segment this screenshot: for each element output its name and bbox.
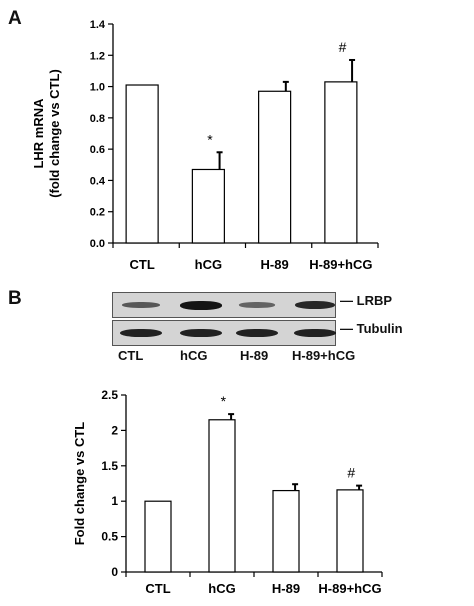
bar [144,500,172,573]
x-tick-label: H-89+hCG [318,581,381,596]
blot-label-tubulin: — Tubulin [340,321,403,336]
bar [324,81,358,244]
y-tick-label: 1.2 [90,50,105,62]
y-axis-label: (fold change vs CTL) [47,69,62,198]
y-tick-label: 1.4 [90,19,106,31]
y-axis-label: Fold change vs CTL [72,422,87,546]
bar [125,84,159,244]
blot-band [180,300,222,310]
blot-strip-lrbp [112,292,336,318]
bar [191,168,225,244]
significance-marker: # [347,465,355,481]
bar-chart-fold-change: 0 0.5 1 1.5 2 2.5 CTL * hCG H-89 # H-89+hCG Fold cha… [72,388,383,596]
blot-band [180,328,222,338]
blot-band [294,328,336,338]
y-tick-label: 0.2 [90,207,105,219]
x-tick-label: hCG [195,257,222,272]
blot-band [122,301,160,309]
y-tick-label: 2 [111,423,118,437]
blot-label-lrbp: — LRBP [340,293,393,308]
blot-lane-label: hCG [180,348,208,363]
significance-marker: * [221,393,227,409]
x-tick-label: H-89+hCG [309,257,372,272]
bar-chart-lhr-mrna: 0.0 0.2 0.4 0.6 0.8 1.0 1.2 1.4 CTL * hCG H-89 # H-89… [31,19,379,272]
bar [272,489,300,573]
y-tick-label: 0.5 [101,530,118,544]
bar [258,90,292,244]
y-tick-label: 1.0 [90,82,105,94]
x-tick-label: hCG [208,581,235,596]
blot-strip-tubulin [112,320,336,346]
x-tick-label: H-89 [261,257,289,272]
panel-b-letter: B [8,288,22,309]
blot-band [236,328,278,338]
blot-lane-label: H-89 [240,348,269,363]
panel-a-letter: A [8,8,22,29]
blot-band [238,302,276,308]
blot-lane-label: H-89+hCG [292,348,356,363]
x-tick-label: CTL [145,581,170,596]
x-tick-label: CTL [129,257,154,272]
label-dash: — [340,293,357,308]
y-tick-label: 1 [111,494,118,508]
y-tick-label: 0.6 [90,144,105,156]
significance-marker: * [207,131,213,147]
bar [208,419,236,573]
y-tick-label: 0 [111,565,118,579]
y-axis-label: LHR mRNA [31,98,46,169]
x-tick-label: H-89 [272,581,300,596]
blot-lane-label: CTL [118,348,144,363]
y-tick-label: 2.5 [101,388,118,402]
blot-band [120,328,162,338]
significance-marker: # [339,39,347,55]
y-tick-label: 1.5 [101,459,118,473]
blot-band [294,300,336,310]
y-tick-label: 0.4 [90,175,106,187]
y-tick-label: 0.8 [90,113,105,125]
bar [336,489,364,573]
y-tick-label: 0.0 [90,238,105,250]
label-dash: — [340,321,357,336]
